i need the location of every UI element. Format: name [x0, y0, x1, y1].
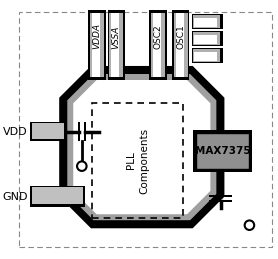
Bar — [194, 52, 217, 61]
Bar — [32, 123, 64, 139]
Circle shape — [77, 161, 86, 171]
Text: VDDA: VDDA — [93, 23, 101, 49]
Text: MAX7375: MAX7375 — [195, 146, 250, 156]
Bar — [209, 200, 232, 202]
Bar — [92, 103, 183, 218]
Bar — [151, 13, 165, 77]
Bar — [192, 14, 223, 29]
Bar — [194, 35, 217, 44]
Polygon shape — [67, 73, 217, 221]
Polygon shape — [60, 67, 224, 228]
Bar — [192, 31, 223, 46]
Bar — [90, 13, 104, 77]
Bar — [153, 13, 161, 77]
Text: OSC1: OSC1 — [176, 24, 185, 49]
Bar — [78, 122, 80, 141]
Bar — [174, 13, 188, 77]
Text: VDD: VDD — [3, 127, 28, 137]
Bar — [193, 130, 252, 172]
Bar — [209, 195, 232, 197]
Bar — [150, 10, 167, 80]
Bar — [111, 13, 119, 77]
Text: VSSA: VSSA — [111, 26, 121, 49]
Bar — [172, 10, 189, 80]
Text: OSC2: OSC2 — [153, 24, 163, 49]
Bar — [32, 187, 83, 204]
Bar — [194, 18, 217, 27]
Text: GND: GND — [2, 192, 28, 202]
Bar — [110, 13, 123, 77]
Bar — [193, 49, 220, 62]
Bar — [84, 122, 86, 141]
Bar — [176, 13, 184, 77]
Bar — [192, 48, 223, 63]
Bar — [30, 122, 66, 141]
Bar — [108, 10, 125, 80]
Bar — [193, 15, 220, 28]
Circle shape — [245, 220, 254, 230]
Bar — [196, 133, 249, 169]
Bar — [30, 186, 85, 207]
Text: PLL
Components: PLL Components — [126, 127, 149, 193]
Polygon shape — [73, 80, 210, 214]
Bar — [92, 13, 100, 77]
Bar — [193, 32, 220, 45]
Bar — [88, 10, 106, 80]
